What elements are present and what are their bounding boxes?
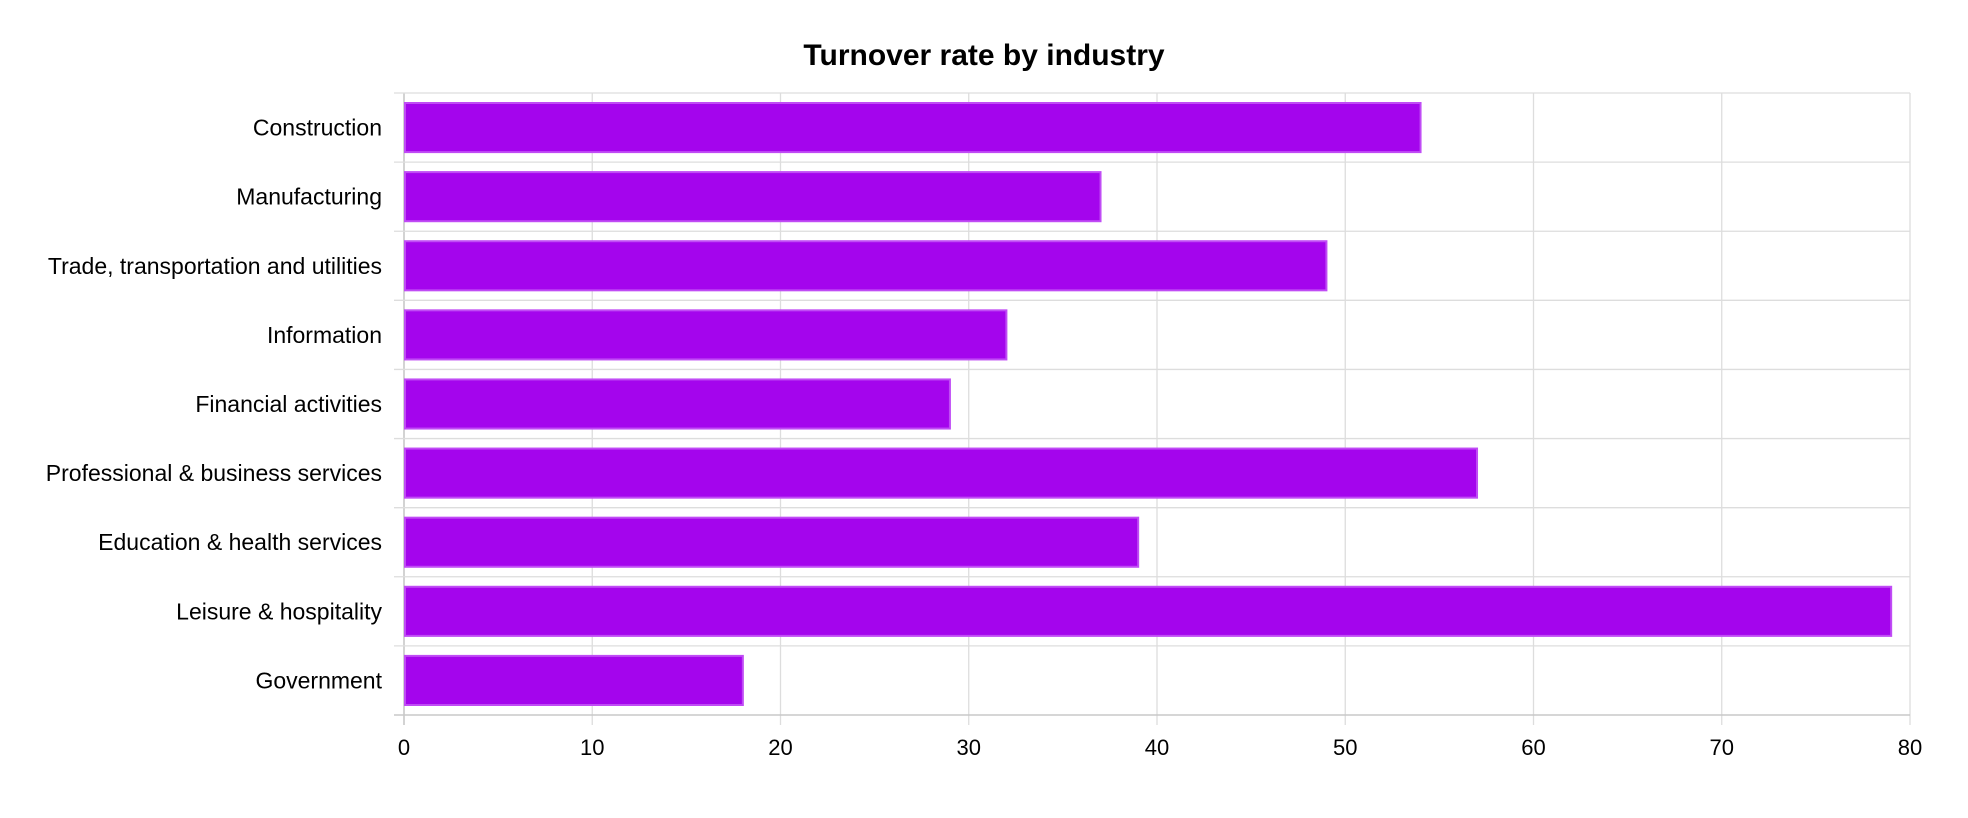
x-tick-label: 10 (580, 735, 604, 760)
x-tick-label: 40 (1145, 735, 1169, 760)
category-label: Professional & business services (46, 460, 382, 486)
bar[interactable] (404, 447, 1479, 499)
bar[interactable] (404, 102, 1422, 154)
bar[interactable] (404, 171, 1102, 223)
category-label: Construction (253, 115, 382, 141)
chart-title: Turnover rate by industry (803, 39, 1165, 72)
bars (404, 102, 1893, 707)
category-label: Government (255, 667, 382, 693)
category-label: Trade, transportation and utilities (48, 253, 382, 279)
x-tick-label: 50 (1333, 735, 1357, 760)
category-label: Leisure & hospitality (176, 598, 382, 624)
grid-lines (394, 92, 1911, 725)
x-tick-label: 20 (768, 735, 792, 760)
bar[interactable] (404, 516, 1140, 568)
bar[interactable] (404, 309, 1008, 361)
x-tick-label: 60 (1521, 735, 1545, 760)
bar[interactable] (404, 240, 1328, 292)
bar[interactable] (404, 585, 1893, 637)
bar[interactable] (404, 654, 744, 707)
x-tick-label: 80 (1898, 735, 1922, 760)
bar[interactable] (404, 378, 951, 430)
category-label: Information (267, 322, 382, 348)
category-label: Manufacturing (236, 184, 382, 210)
x-tick-label: 30 (957, 735, 981, 760)
x-tick-label: 70 (1710, 735, 1734, 760)
category-label: Education & health services (98, 529, 382, 555)
x-axis-ticks: 0 10 20 30 40 50 60 70 80 (398, 735, 1922, 760)
category-labels: Construction Manufacturing Trade, transpor… (46, 115, 383, 694)
category-label: Financial activities (195, 391, 382, 417)
x-tick-label: 0 (398, 735, 410, 760)
